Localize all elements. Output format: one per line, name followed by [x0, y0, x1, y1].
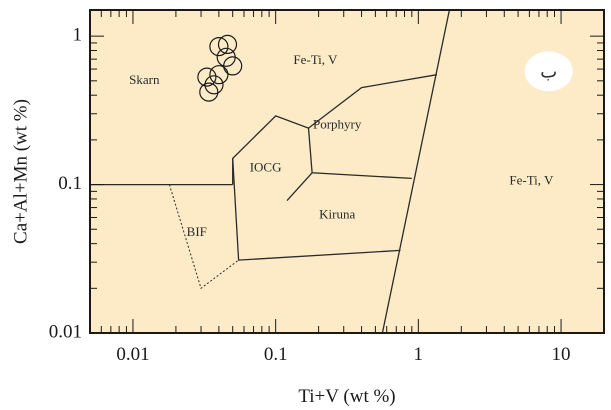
region-boundaries [90, 9, 451, 334]
badge-ellipse [524, 51, 573, 92]
y-tick-labels: 0.01 0.1 1 [49, 24, 82, 342]
x-tick-labels: 0.01 0.1 1 10 [116, 344, 570, 365]
data-point [204, 75, 224, 95]
y-tick-label: 0.1 [58, 173, 82, 194]
data-point [217, 34, 238, 55]
region-label: BIF [187, 224, 207, 239]
region-labels: Skarn Fe-Ti, V Porphyry IOCG Kiruna Fe-Ti, V B… [129, 52, 554, 239]
data-point [209, 65, 229, 85]
plot-frame [89, 9, 605, 334]
data-point [223, 56, 243, 76]
y-axis-title: Ca+Al+Mn (wt %) [10, 99, 31, 244]
boundary-line-4 [232, 158, 401, 261]
y-tick-label: 0.01 [49, 321, 82, 342]
x-tick-label: 1 [414, 344, 424, 365]
plot-background [90, 10, 604, 333]
y-tick-label: 1 [73, 24, 83, 45]
data-point [209, 36, 229, 57]
region-label: Fe-Ti, V [509, 172, 554, 187]
data-point [197, 67, 217, 87]
panel-badge: ب [524, 51, 573, 92]
region-label: Kiruna [319, 206, 355, 221]
x-tick-label: 0.01 [116, 344, 149, 365]
data-point [199, 82, 219, 102]
boundary-line-2 [168, 184, 239, 290]
x-axis-title: Ti+V (wt %) [298, 386, 395, 407]
badge-glyph: ب [540, 61, 557, 81]
boundary-line-7 [381, 9, 451, 334]
sample-points [197, 34, 243, 102]
region-label: IOCG [250, 160, 282, 175]
major-ticks [90, 10, 604, 334]
region-label: Fe-Ti, V [293, 52, 338, 67]
x-tick-label: 10 [552, 344, 571, 365]
x-tick-label: 0.1 [264, 344, 288, 365]
minor-ticks [89, 10, 605, 333]
region-label: Porphyry [313, 116, 362, 131]
region-label: Skarn [129, 72, 160, 87]
boundary-line-6 [286, 172, 313, 202]
